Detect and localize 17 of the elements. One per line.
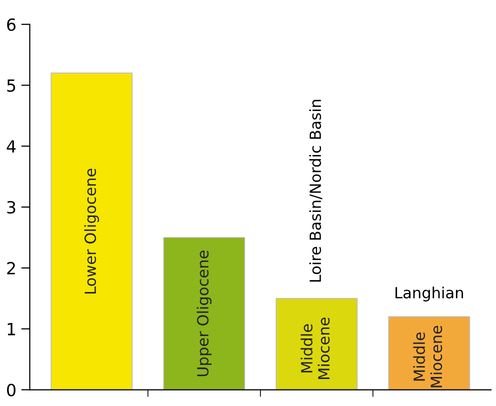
x-tick-label: Middle Miocene [413, 326, 442, 388]
bar [163, 237, 246, 390]
y-tick-label: 6 [7, 18, 16, 31]
y-tick-label: 4 [6, 140, 16, 152]
y-tick-label: 5 [7, 79, 16, 92]
x-tick-label: Upper Oligocene [196, 250, 212, 376]
y-tick-label: 3 [7, 201, 16, 214]
bar [388, 316, 470, 390]
annotation: Loire Basin/Nordic Basin [309, 100, 322, 282]
y-tick-label: 0 [7, 384, 16, 396]
y-tick-label: 2 [7, 262, 15, 274]
x-tick-label: Lower Oligocene [84, 168, 100, 294]
bar [50, 72, 133, 390]
annotation: Langhian [396, 286, 463, 302]
x-tick-label: Middle Miocene [300, 318, 330, 379]
y-tick-label: 1 [8, 323, 16, 336]
bar [276, 298, 358, 390]
